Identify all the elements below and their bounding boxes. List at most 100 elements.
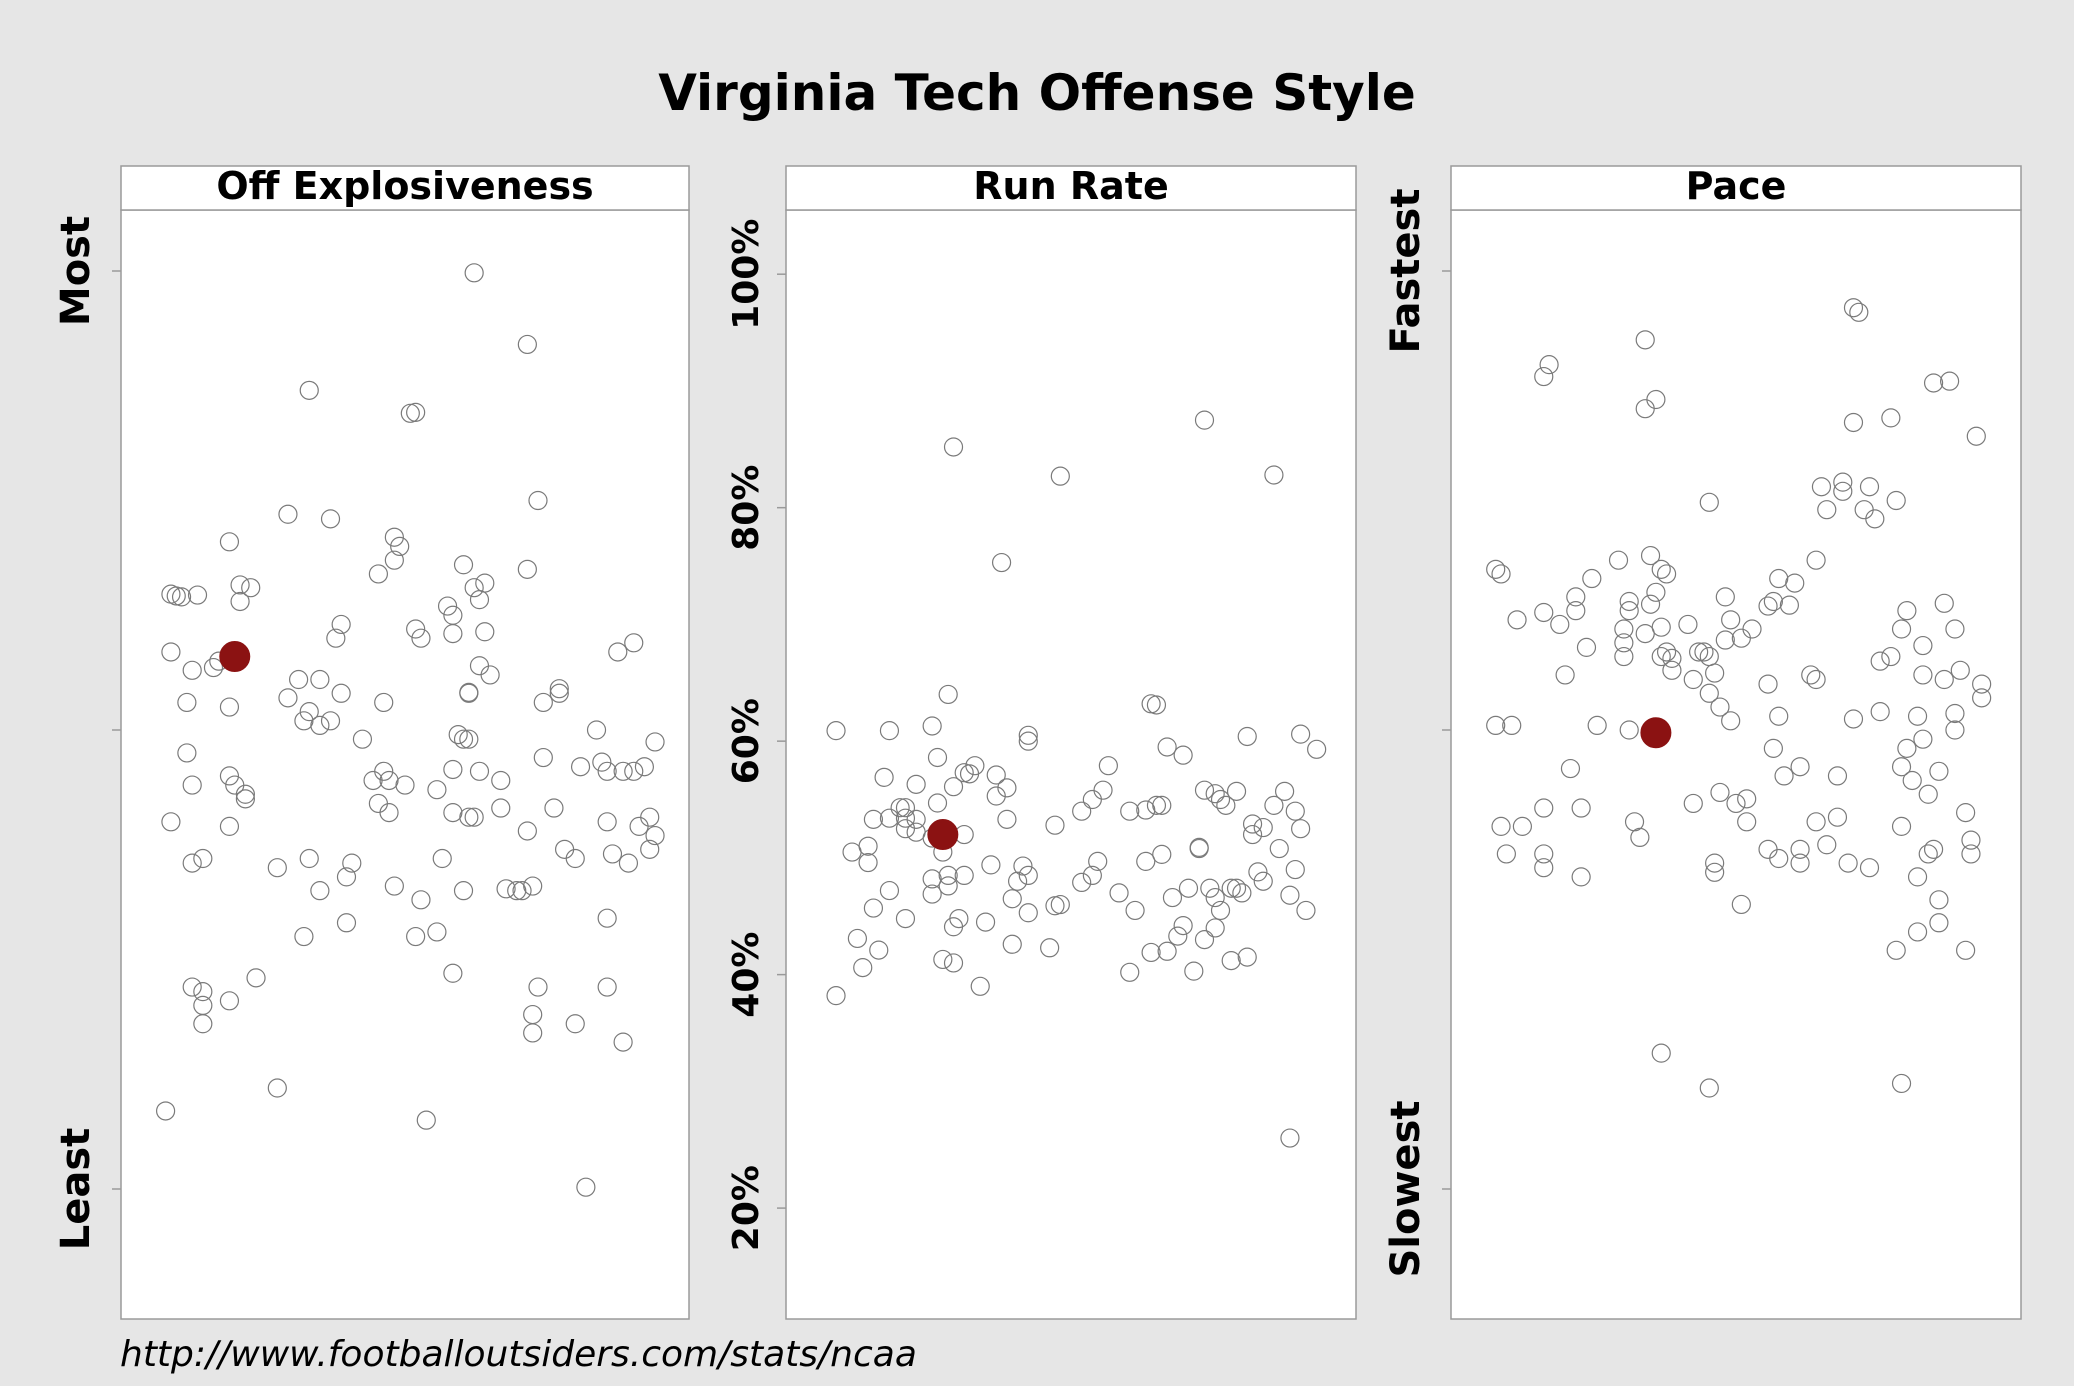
team-point [570, 757, 591, 777]
team-point [597, 761, 617, 781]
team-point [320, 509, 341, 529]
team-point [1296, 900, 1316, 921]
team-point [975, 912, 996, 932]
team-point [1072, 801, 1092, 821]
team-point [602, 844, 623, 864]
team-point [549, 679, 569, 699]
team-point [219, 766, 240, 786]
team-point [1496, 844, 1516, 864]
team-point [981, 855, 1001, 875]
team-point [1897, 601, 1917, 621]
team-point [586, 720, 607, 740]
team-point [640, 839, 660, 859]
team-point [161, 642, 181, 662]
team-point [1945, 720, 1965, 740]
team-point [1956, 803, 1976, 823]
team-point [549, 683, 569, 703]
y-tick-label: 20% [726, 1165, 767, 1251]
team-point [1929, 761, 1949, 781]
team-point [491, 798, 511, 818]
team-point [1264, 465, 1284, 485]
team-point [863, 809, 884, 829]
virginia-tech-point [219, 641, 251, 673]
team-point [453, 729, 474, 749]
team-point [933, 949, 953, 970]
team-point [1200, 878, 1220, 898]
team-point [1721, 711, 1741, 731]
team-point [613, 761, 633, 781]
team-point [1242, 824, 1263, 845]
team-point [1929, 913, 1949, 933]
team-point [1534, 844, 1554, 864]
team-point [1157, 941, 1177, 961]
team-point [384, 550, 404, 570]
team-point [1264, 795, 1284, 815]
team-point [943, 777, 964, 797]
team-point [1619, 601, 1639, 621]
team-point [1758, 674, 1778, 694]
team-point [1571, 867, 1591, 887]
team-point [645, 732, 665, 752]
team-point [230, 575, 250, 595]
team-point [533, 692, 553, 713]
team-point [1694, 642, 1714, 662]
team-point [1237, 947, 1257, 967]
team-point [1763, 591, 1783, 612]
y-tick-label: 100% [726, 219, 767, 330]
axis-end-label-bottom: Least [53, 1128, 99, 1251]
team-point [443, 605, 463, 625]
team-point [1651, 559, 1671, 579]
team-point [533, 747, 553, 768]
team-point [528, 977, 548, 997]
team-point [517, 334, 537, 355]
team-point [922, 884, 942, 904]
team-point [906, 809, 926, 829]
team-point [1651, 646, 1671, 667]
team-point [938, 865, 958, 886]
team-point [1790, 839, 1810, 859]
team-point [1934, 593, 1954, 613]
panel-3: Pace Fastest Slowest [1383, 164, 2022, 1320]
team-point [1913, 635, 1933, 656]
team-point [1907, 867, 1928, 887]
team-point [219, 816, 240, 836]
team-point [241, 578, 261, 598]
team-point [1614, 633, 1634, 653]
team-point [1833, 472, 1853, 492]
team-point [427, 780, 447, 800]
team-point [1502, 715, 1522, 736]
team-point [1843, 298, 1864, 318]
team-point [310, 881, 330, 901]
team-point [156, 1101, 176, 1121]
team-point [464, 807, 484, 827]
team-point [986, 786, 1006, 806]
team-point [1886, 940, 1906, 960]
team-point [528, 490, 548, 511]
team-point [1587, 715, 1607, 736]
team-point [592, 752, 612, 772]
team-point [858, 852, 878, 873]
team-point [1870, 651, 1890, 671]
team-point [193, 848, 213, 869]
team-point [613, 1032, 633, 1052]
team-point [278, 688, 298, 708]
team-point [1146, 695, 1167, 715]
team-point [432, 848, 452, 869]
panel-plot-area [1450, 209, 2022, 1320]
team-point [1945, 703, 1965, 724]
team-point [943, 953, 964, 973]
team-point [443, 963, 463, 983]
team-point [986, 765, 1006, 785]
team-point [1280, 885, 1300, 905]
team-point [342, 853, 362, 873]
team-point [1972, 674, 1992, 694]
team-point [289, 669, 309, 690]
team-point [1614, 646, 1634, 667]
team-point [166, 586, 186, 606]
team-point [1881, 408, 1901, 428]
team-point [1705, 853, 1725, 873]
team-point [395, 775, 415, 795]
team-point [1859, 858, 1880, 878]
team-point [1886, 490, 1906, 511]
team-point [1550, 614, 1570, 635]
